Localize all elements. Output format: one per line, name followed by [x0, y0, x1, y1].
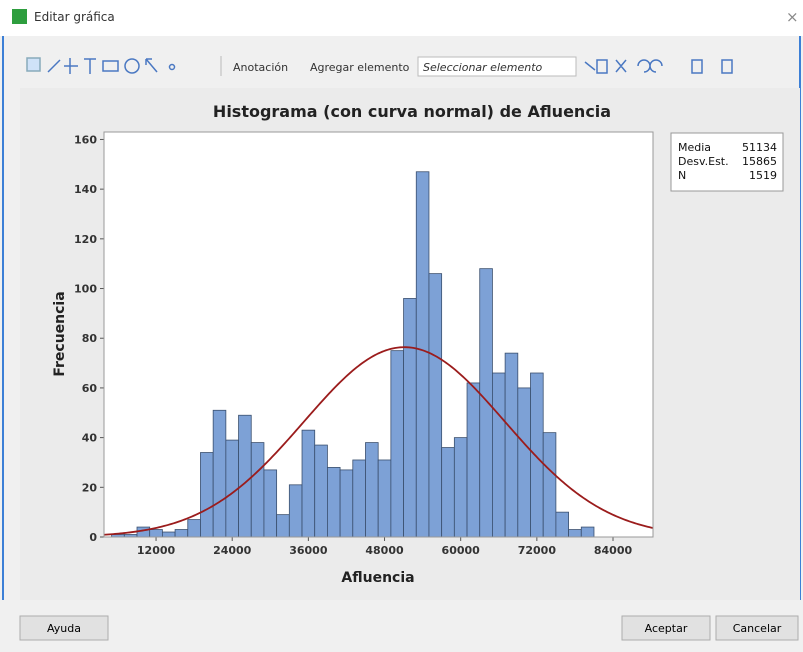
bar — [187, 519, 201, 538]
bar — [212, 409, 227, 538]
tool-arrow[interactable] — [145, 58, 158, 73]
toolbar — [26, 56, 733, 76]
x-tick-label: 12000 — [137, 544, 176, 557]
bar — [301, 429, 316, 538]
x-axis-label: Afluencia — [341, 570, 414, 586]
tool-point[interactable] — [168, 63, 176, 71]
y-tick-label: 20 — [82, 481, 98, 494]
bar — [530, 372, 544, 538]
stats-box — [670, 132, 784, 192]
bar — [200, 452, 214, 538]
bar — [441, 447, 455, 538]
y-tick-label: 120 — [74, 233, 97, 246]
stats-value: 1519 — [749, 169, 777, 182]
bar — [174, 529, 189, 538]
add-element-menu[interactable]: Agregar elemento — [310, 61, 410, 74]
bar — [365, 442, 379, 538]
bar — [250, 442, 265, 538]
bar — [352, 459, 366, 538]
ok-button[interactable] — [621, 615, 711, 641]
title-bar — [0, 0, 803, 36]
bar — [479, 268, 493, 538]
window-title: Editar gráfica — [34, 10, 115, 24]
bar — [327, 467, 341, 538]
x-tick-label: 84000 — [594, 544, 633, 557]
x-tick-label: 36000 — [289, 544, 328, 557]
help-button[interactable] — [19, 615, 109, 641]
bar — [276, 514, 290, 538]
y-tick-label: 160 — [74, 133, 97, 146]
x-tick-label: 48000 — [365, 544, 404, 557]
tool-select[interactable] — [26, 57, 41, 72]
cancel-button[interactable] — [715, 615, 799, 641]
close-icon[interactable]: × — [786, 8, 799, 26]
bar — [466, 382, 481, 538]
annotation-menu[interactable]: Anotación — [233, 61, 288, 74]
x-tick-label: 72000 — [518, 544, 557, 557]
y-tick-label: 40 — [82, 432, 98, 445]
bar — [149, 529, 163, 538]
normal-curve — [103, 346, 654, 536]
bar — [580, 526, 595, 538]
select-placeholder: Seleccionar elemento — [423, 61, 543, 74]
stats-label: Media — [678, 141, 711, 154]
bar — [415, 171, 430, 538]
select-combo[interactable] — [417, 56, 577, 77]
bar — [339, 469, 354, 538]
plot-frame — [103, 131, 654, 538]
y-tick-label: 80 — [82, 332, 98, 345]
toolbar-icons — [584, 59, 733, 74]
bar — [403, 298, 417, 538]
bar — [238, 414, 252, 538]
tool-rect[interactable] — [102, 60, 119, 72]
y-tick-label: 0 — [89, 531, 97, 544]
bar — [428, 273, 443, 538]
y-axis-label: Frecuencia — [52, 291, 68, 376]
bar — [517, 387, 531, 538]
stats-value: 15865 — [742, 155, 777, 168]
x-tick-label: 60000 — [442, 544, 481, 557]
bar — [288, 484, 303, 538]
chart-title: Histograma (con curva normal) de Afluenc… — [213, 102, 611, 121]
help-label: Ayuda — [47, 622, 81, 635]
tool-line[interactable] — [47, 59, 61, 73]
stats-label: Desv.Est. — [678, 155, 729, 168]
bar — [314, 444, 328, 538]
y-tick-label: 140 — [74, 183, 97, 196]
bar — [555, 511, 569, 538]
stats-label: N — [678, 169, 686, 182]
y-tick-label: 100 — [74, 283, 97, 296]
x-tick-label: 24000 — [213, 544, 252, 557]
bar — [377, 459, 392, 538]
bar — [492, 372, 506, 538]
bar — [390, 350, 404, 538]
bar — [542, 432, 557, 538]
tool-text[interactable] — [84, 58, 96, 74]
chart: 0 20 40 60 80 100 120 140 160 12000 24000 36000 4800… — [74, 131, 784, 557]
bar — [568, 529, 582, 538]
ok-label: Aceptar — [645, 622, 688, 635]
stats-value: 51134 — [742, 141, 777, 154]
bar — [504, 352, 519, 538]
bar — [161, 531, 176, 538]
app-icon — [12, 9, 27, 24]
bar — [453, 437, 468, 538]
tool-ellipse[interactable] — [124, 58, 140, 74]
bar — [263, 469, 278, 538]
tool-cross[interactable] — [64, 58, 78, 74]
cancel-label: Cancelar — [733, 622, 782, 635]
y-tick-label: 60 — [82, 382, 98, 395]
